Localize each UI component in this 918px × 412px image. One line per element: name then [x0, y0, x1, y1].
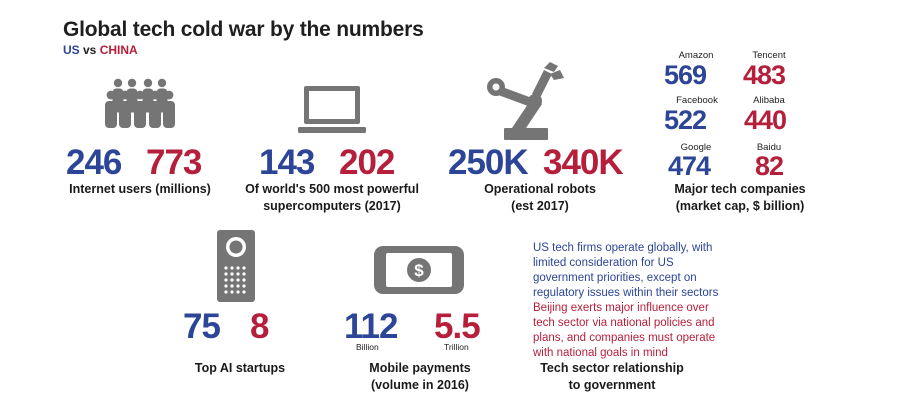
supercomputers-label-line1: Of world's 500 most powerful	[245, 182, 419, 196]
facebook-value: 522	[664, 105, 707, 135]
relationship-label: Tech sector relationship to government	[527, 360, 697, 394]
robots-us-value: 250K	[448, 143, 529, 182]
mobile-payments-label: Mobile payments (volume in 2016)	[340, 360, 500, 394]
tencent-value: 483	[743, 60, 786, 90]
phone-dollar-icon: $	[374, 246, 466, 296]
page-title: Global tech cold war by the numbers	[63, 18, 424, 41]
us-relationship-text: US tech firms operate globally, with lim…	[533, 241, 733, 301]
facebook-name: Facebook	[676, 95, 718, 106]
google-name: Google	[680, 142, 712, 153]
mobile-payments-label-line1: Mobile payments	[369, 361, 471, 375]
subtitle-us: US	[63, 43, 80, 57]
people-group-icon	[104, 78, 176, 130]
subtitle-china: CHINA	[99, 43, 138, 57]
us-relationship-line: government priorities, except on	[533, 271, 697, 284]
mobile-payments-label-line2: (volume in 2016)	[371, 377, 469, 392]
tencent-name: Tencent	[752, 50, 786, 61]
svg-text:$: $	[414, 261, 424, 280]
relationship-label-line2: to government	[568, 377, 656, 392]
alibaba-value: 440	[744, 105, 787, 135]
robots-label-line2: (est 2017)	[511, 198, 569, 213]
internet-users-label: Internet users (millions)	[69, 182, 211, 196]
china-relationship-line: plans, and companies must operate	[533, 331, 716, 344]
companies-label: Major tech companies (market cap, $ bill…	[650, 181, 830, 215]
alibaba-name: Alibaba	[753, 95, 785, 106]
relationship-label-line1: Tech sector relationship	[540, 361, 684, 375]
china-relationship-line: tech sector via national policies and	[533, 316, 715, 329]
supercomputers-china-value: 202	[339, 143, 395, 182]
google-value: 474	[668, 151, 711, 181]
china-relationship-text: Beijing exerts major influence over tech…	[533, 301, 733, 361]
baidu-value: 82	[755, 151, 784, 181]
robots-label: Operational robots (est 2017)	[450, 181, 630, 215]
mobile-payments-us-value: 112	[344, 307, 398, 346]
robots-china-value: 340K	[543, 143, 624, 182]
china-relationship-line: with national goals in mind	[533, 346, 668, 359]
companies-label-line1: Major tech companies	[674, 182, 806, 196]
companies-label-line2: (market cap, $ billion)	[675, 198, 805, 213]
us-relationship-line: US tech firms operate globally, with	[533, 242, 713, 254]
internet-users-us-value: 246	[66, 143, 122, 182]
baidu-name: Baidu	[756, 142, 782, 153]
ai-startups-label: Top AI startups	[194, 361, 286, 375]
mobile-payments-china-unit: Trillion	[444, 342, 469, 352]
amazon-name: Amazon	[678, 50, 714, 61]
mobile-payments-us-unit: Billion	[356, 342, 379, 352]
laptop-icon	[298, 84, 370, 136]
internet-users-china-value: 773	[146, 143, 202, 182]
page-subtitle: US vs CHINA	[63, 43, 138, 57]
supercomputers-label: Of world's 500 most powerful supercomput…	[232, 181, 432, 215]
supercomputers-us-value: 143	[259, 143, 315, 182]
mobile-payments-china-value: 5.5	[434, 307, 481, 346]
smart-speaker-icon	[217, 230, 257, 304]
china-relationship-line: Beijing exerts major influence over	[533, 302, 709, 314]
amazon-value: 569	[664, 60, 707, 90]
robots-label-line1: Operational robots	[484, 182, 596, 196]
us-relationship-line: limited consideration for US	[533, 256, 674, 269]
subtitle-vs: vs	[79, 43, 100, 57]
robot-arm-icon	[487, 60, 568, 142]
supercomputers-label-line2: supercomputers (2017)	[263, 198, 401, 213]
ai-startups-china-value: 8	[250, 307, 269, 346]
ai-startups-us-value: 75	[183, 307, 221, 346]
us-relationship-line: regulatory issues within their sectors	[533, 286, 719, 299]
